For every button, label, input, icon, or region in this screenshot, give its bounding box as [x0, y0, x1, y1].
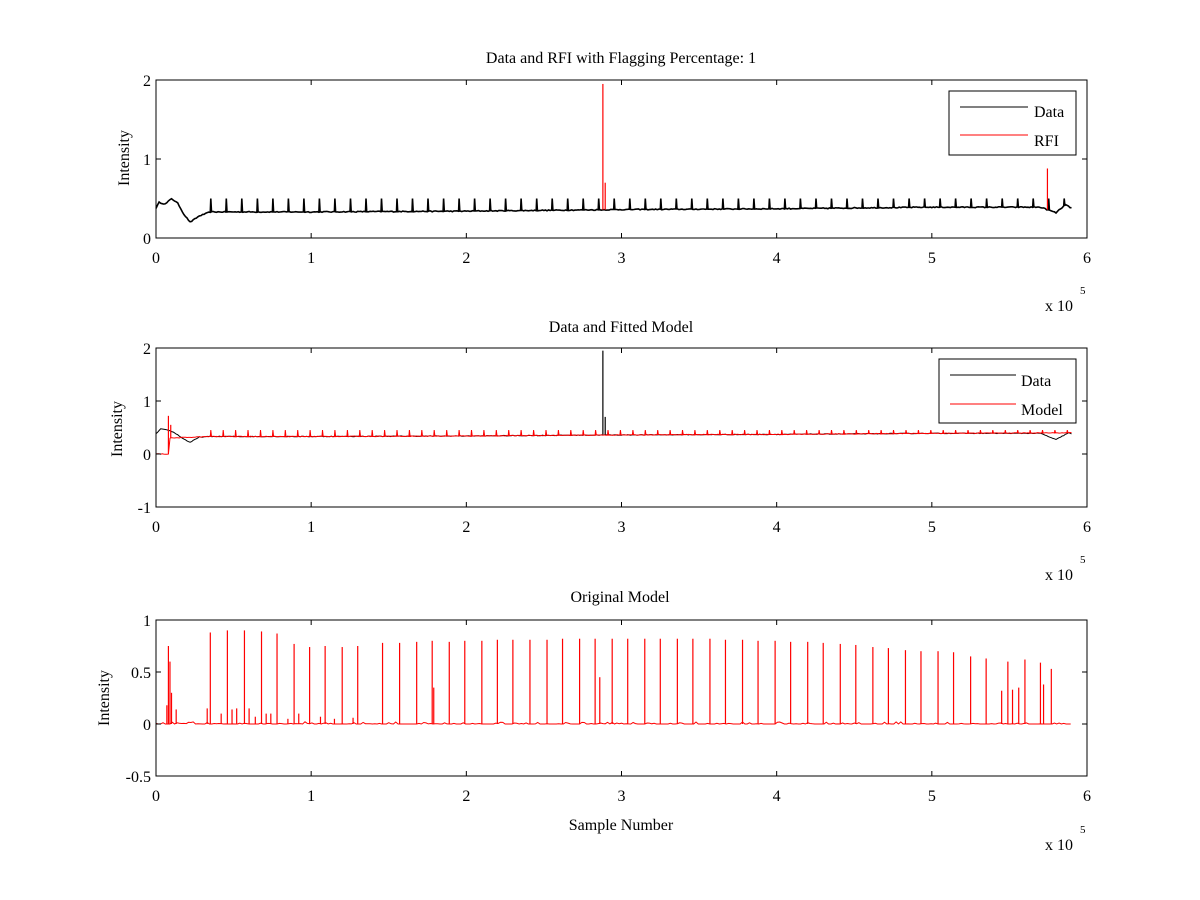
- x-tick-label: 1: [307, 250, 315, 267]
- panel-3-xlabel: Sample Number: [569, 817, 674, 834]
- series-path: [155, 721, 1071, 725]
- x-tick-label: 1: [307, 519, 315, 536]
- panel-fitted: Data and Fitted Model Intensity 0 1 2 3 4 5 6 -…: [109, 319, 1091, 584]
- x-tick-label: 6: [1083, 519, 1091, 536]
- y-tick-label: 0: [143, 447, 151, 464]
- x-tick-label: 2: [462, 519, 470, 536]
- panel-2-legend-label-model: Model: [1021, 402, 1063, 419]
- panel-1-ticks: 0 1 2 3 4 5 6 0 1 2: [143, 73, 1091, 267]
- panel-1-legend: Data RFI: [948, 90, 1077, 156]
- x-tick-label: 6: [1083, 250, 1091, 267]
- panel-original: Original Model Intensity 0 1 2 3 4 5 6-0.500.5…: [96, 589, 1091, 854]
- series-path: [155, 429, 1072, 455]
- x-tick-label: 5: [928, 250, 936, 267]
- panel-2-legend: Data Model: [938, 358, 1077, 424]
- series-model-line: [155, 429, 1072, 455]
- x-tick-label: 3: [618, 788, 626, 805]
- panel-2-legend-label-data: Data: [1021, 373, 1051, 390]
- x-tick-label: 4: [773, 788, 781, 805]
- x-tick-label: 2: [462, 788, 470, 805]
- series-path: [155, 197, 1072, 223]
- x-tick-label: 3: [618, 519, 626, 536]
- panel-1-legend-label-data: Data: [1034, 104, 1064, 121]
- y-tick-label: 1: [143, 152, 151, 169]
- series-model-line: [155, 721, 1071, 725]
- y-tick-label: 1: [143, 394, 151, 411]
- series-data-line: [155, 197, 1072, 223]
- y-tick-label: 2: [143, 73, 151, 90]
- x-tick-label: 3: [618, 250, 626, 267]
- x-tick-label: 4: [773, 250, 781, 267]
- panel-1-title: Data and RFI with Flagging Percentage: 1: [486, 50, 756, 67]
- panel-1-plot-area: [155, 83, 1072, 223]
- x-tick-label: 2: [462, 250, 470, 267]
- x-tick-label: 1: [307, 788, 315, 805]
- panel-2-legend-box: [938, 358, 1077, 424]
- panel-1-ylabel: Intensity: [116, 130, 133, 186]
- panel-2-plot-area: [155, 350, 1072, 455]
- x-tick-label: 0: [152, 250, 160, 267]
- panel-1-legend-label-rfi: RFI: [1034, 133, 1059, 150]
- y-tick-label: 1: [143, 613, 151, 630]
- panel-3-x-scale-label: x 10: [1045, 837, 1073, 854]
- y-tick-label: 0: [143, 717, 151, 734]
- x-tick-label: 5: [928, 788, 936, 805]
- y-tick-label: -1: [138, 500, 151, 517]
- panel-3-x-scale-exponent: 5: [1080, 824, 1086, 836]
- y-tick-label: 2: [143, 341, 151, 358]
- panel-rfi: Data and RFI with Flagging Percentage: 1…: [116, 50, 1091, 315]
- x-tick-label: 0: [152, 788, 160, 805]
- y-tick-label: -0.5: [126, 769, 151, 786]
- x-tick-label: 4: [773, 519, 781, 536]
- panel-1-x-scale-exponent: 5: [1080, 285, 1086, 297]
- panel-2-x-scale-exponent: 5: [1080, 554, 1086, 566]
- panel-2-title: Data and Fitted Model: [549, 319, 694, 336]
- y-tick-label: 0.5: [131, 665, 151, 682]
- panel-3-ylabel: Intensity: [96, 670, 113, 726]
- panel-3-title: Original Model: [570, 589, 670, 606]
- panel-3-ticks: 0 1 2 3 4 5 6-0.500.51: [126, 613, 1091, 805]
- y-tick-label: 0: [143, 231, 151, 248]
- panel-2-x-scale-label: x 10: [1045, 567, 1073, 584]
- x-tick-label: 0: [152, 519, 160, 536]
- panel-3-plot-area: [155, 630, 1071, 725]
- panel-1-x-scale-label: x 10: [1045, 298, 1073, 315]
- x-tick-label: 5: [928, 519, 936, 536]
- panel-1-legend-box: [948, 90, 1077, 156]
- x-tick-label: 6: [1083, 788, 1091, 805]
- panel-2-ylabel: Intensity: [109, 401, 126, 457]
